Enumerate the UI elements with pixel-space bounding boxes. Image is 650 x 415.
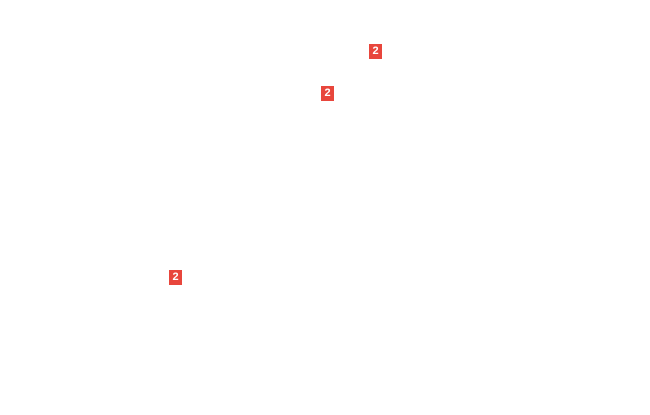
som-marker-badge[interactable]: 2 — [369, 44, 382, 59]
som-marker-badge[interactable]: 2 — [169, 270, 182, 285]
som-marker-label: 2 — [324, 87, 331, 99]
som-marker-label: 2 — [172, 271, 179, 283]
som-marker-label: 2 — [372, 45, 379, 57]
som-marker-badge[interactable]: 2 — [321, 86, 334, 101]
